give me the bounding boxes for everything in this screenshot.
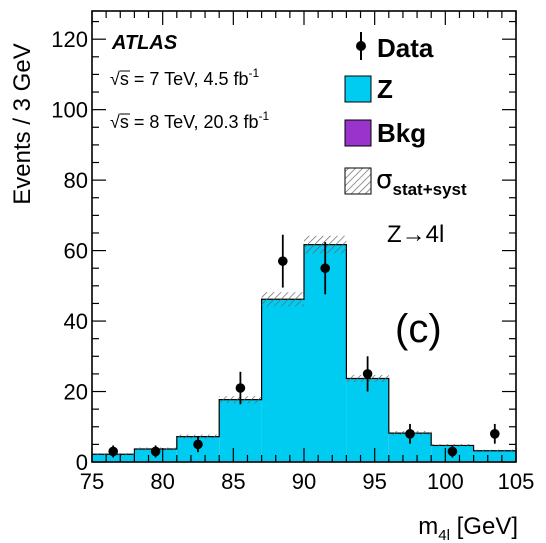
experiment-label: ATLAS [111,32,178,54]
z-bar [261,299,304,462]
energy-superscript-7tev: -1 [249,66,260,80]
energy-text-7tev: = 7 TeV, 4.5 fb [129,69,249,89]
x-axis-title-unit: [GeV] [450,513,518,540]
z-bar [92,454,135,462]
y-tick-label: 40 [64,309,88,334]
legend-label-data: Data [377,33,434,63]
legend-label-bkg: Bkg [377,118,426,148]
y-tick-label: 0 [76,450,88,475]
energy-text-8tev: = 8 TeV, 20.3 fb [129,112,259,132]
legend-entry-data: Data [356,32,434,63]
data-point [320,263,331,274]
uncertainty-band [261,292,304,307]
energy-label-7tev: √s = 7 TeV, 4.5 fb-1 [110,66,259,89]
data-point [235,383,246,393]
sqrt-symbol-7tev: √ [110,69,120,89]
data-point [447,446,458,457]
y-tick-label: 20 [64,380,88,405]
process-label: Z→4l [387,221,444,248]
legend-data-marker [356,41,366,51]
data-point [108,446,118,457]
panel-label: (c) [395,307,442,351]
y-tick-label: 80 [64,168,88,193]
y-axis-title: Events / 3 GeV [9,43,36,204]
x-tick-label: 95 [362,469,386,494]
legend-sigma: σ [376,165,392,195]
x-axis-title-main: m [418,513,438,540]
legend-swatch-z [344,75,372,103]
x-tick-label: 75 [80,469,104,494]
uncertainty-band [176,434,220,439]
legend-entry-z: Z [344,74,393,104]
data-point [362,369,373,379]
legend-swatch-uncertainty [344,167,372,195]
legend-entry-uncertainty: σstat+syst [344,165,467,199]
legend-entry-bkg: Bkg [344,118,426,148]
energy-superscript-8tev: -1 [259,109,270,123]
legend: Data Z Bkg σstat+syst [344,32,467,199]
z-bar [219,399,262,462]
x-tick-label: 90 [292,469,316,494]
y-tick-label: 120 [51,27,88,52]
y-tick-label: 60 [64,239,88,264]
y-tick-label: 100 [51,98,88,123]
energy-label-8tev: √s = 8 TeV, 20.3 fb-1 [110,109,270,132]
uncertainty-band [473,449,516,452]
data-point [193,439,203,450]
x-tick-label: 85 [221,469,245,494]
x-tick-label: 100 [427,469,464,494]
z-bar [473,450,516,462]
sqrt-symbol-8tev: √ [110,112,120,132]
x-tick-label: 80 [150,469,174,494]
legend-swatch-bkg [344,119,372,147]
data-point [278,256,288,266]
data-point [405,429,415,439]
uncertainty-band [431,444,474,447]
x-tick-label: 105 [498,469,535,494]
x-axis-title: m4l [GeV] [418,513,518,543]
data-point [150,446,161,457]
z-bar [346,378,389,462]
data-point [490,429,500,439]
legend-label-uncertainty: σstat+syst [376,165,467,199]
x-axis-title-subscript: 4l [438,527,450,543]
legend-label-z: Z [377,74,393,104]
energy-s-7tev: s [120,69,129,89]
energy-s-8tev: s [120,112,129,132]
legend-sigma-subscript: stat+syst [392,180,467,199]
